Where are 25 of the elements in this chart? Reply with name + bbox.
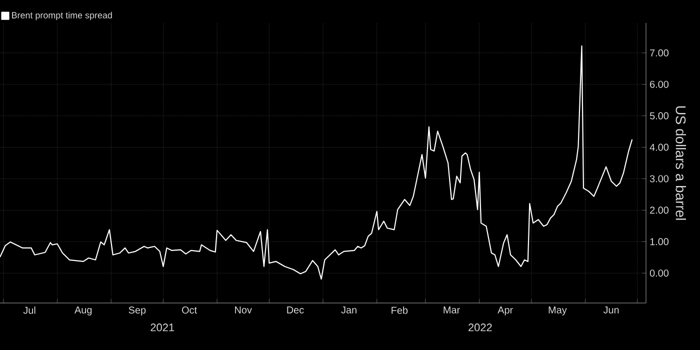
x-tick-label: Mar [444,306,460,314]
y-tick-label: 2.00 [650,206,669,214]
x-tick-label: Nov [235,306,252,314]
x-tick-label: Oct [182,306,197,314]
y-tick-label: 5.00 [650,112,669,120]
x-tick-label: Jun [603,306,619,314]
x-tick-label: Apr [498,306,513,316]
text: 2021 [150,324,174,332]
y-tick-label: 1.00 [650,238,669,246]
y-tick-label: 7.00 [650,49,669,56]
y-tick-label: 6.00 [650,80,669,88]
legend-label: Brent prompt time spread [12,12,112,20]
line-series [0,45,633,280]
x-tick-label: Jul [23,306,36,314]
x-tick-label: Feb [392,306,408,314]
y-tick-label: 3.00 [650,175,669,182]
x-tick-label: May [548,306,567,316]
text: 2022 [468,324,492,332]
y-tick-label: 0.00 [650,270,669,277]
x-tick-label: Sep [128,306,146,316]
x-tick-label: Dec [287,306,304,314]
y-axis-title: US dollars a barrel [676,106,686,220]
y-tick-label: 4.00 [650,144,669,151]
x-tick-label: Jan [341,306,356,314]
x-tick-label: Aug [74,306,92,316]
